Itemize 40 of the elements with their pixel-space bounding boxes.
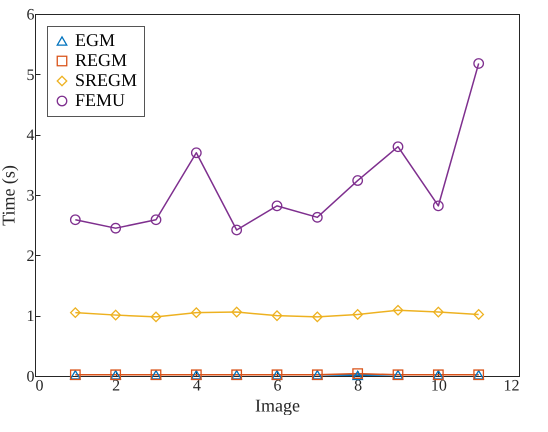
point: [70, 214, 81, 226]
point: [110, 222, 122, 234]
point: [432, 306, 444, 318]
y-tick-label: 2: [26, 248, 34, 265]
point: [110, 310, 122, 320]
point: [231, 224, 242, 236]
point: [231, 306, 242, 318]
point: [150, 214, 162, 226]
x-tick-label: 8: [354, 378, 362, 394]
point: [352, 175, 364, 186]
point: [432, 200, 444, 212]
y-tick-label: 4: [26, 127, 34, 144]
point: [70, 307, 81, 318]
point: [392, 141, 404, 152]
x-tick-label: 10: [430, 378, 447, 394]
x-tick-label: 2: [112, 378, 120, 394]
x-tick-label: 6: [274, 378, 282, 394]
point: [190, 147, 202, 158]
point: [352, 370, 364, 380]
y-tick-label: 6: [26, 6, 34, 24]
legend-label: EGM: [75, 30, 115, 50]
y-tick-label: 3: [26, 188, 34, 204]
x-tick-label: 12: [504, 378, 520, 394]
point: [392, 304, 404, 316]
legend-label: REGM: [75, 50, 128, 70]
x-tick-label: 4: [192, 378, 201, 394]
point: [312, 212, 323, 223]
legend-label: FEMU: [75, 90, 126, 110]
point: [352, 309, 364, 320]
y-tick-label: 1: [26, 308, 34, 326]
point: [272, 310, 282, 322]
y-tick-label: 5: [26, 66, 34, 84]
point: [272, 200, 282, 212]
point: [190, 307, 202, 318]
point: [312, 311, 323, 322]
legend-label: SREGM: [75, 70, 138, 90]
point: [473, 309, 484, 320]
point: [150, 311, 162, 322]
point: [473, 58, 484, 69]
y-axis-title: Time (s): [0, 165, 18, 226]
